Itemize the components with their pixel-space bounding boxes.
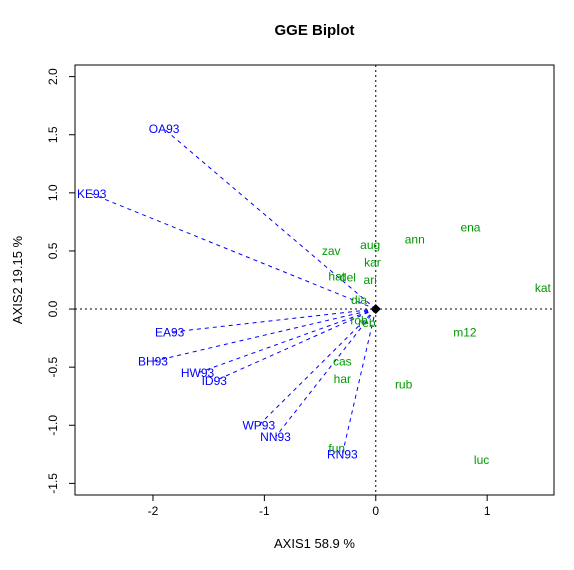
env-label: NN93 — [260, 430, 291, 444]
ytick-label: 0.5 — [46, 242, 60, 259]
chart-title: GGE Biplot — [275, 22, 355, 39]
ytick-label: 1.0 — [46, 184, 60, 201]
gen-label: har — [334, 372, 351, 386]
gen-label: cas — [333, 354, 352, 368]
origin-marker — [371, 304, 381, 314]
plot-border — [75, 65, 554, 495]
env-vector — [170, 309, 376, 332]
ytick-label: 2.0 — [46, 68, 60, 85]
gen-label: aug — [360, 238, 380, 252]
env-label: OA93 — [149, 122, 180, 136]
gen-label: zav — [322, 244, 341, 258]
gen-label: ann — [405, 232, 425, 246]
env-label: EA93 — [155, 325, 185, 339]
gen-label: luc — [474, 453, 489, 467]
ytick-label: -1.5 — [46, 473, 60, 494]
ytick-label: -0.5 — [46, 357, 60, 378]
gen-label: kat — [535, 281, 552, 295]
ytick-label: 1.5 — [46, 126, 60, 143]
xtick-label: 0 — [372, 504, 379, 518]
gen-label: dia — [351, 293, 367, 307]
ytick-label: -1.0 — [46, 415, 60, 436]
xtick-label: 1 — [484, 504, 491, 518]
xtick-label: -2 — [148, 504, 159, 518]
gen-label: kar — [364, 256, 381, 270]
y-axis-label: AXIS2 19.15 % — [10, 235, 25, 324]
gen-label: reb — [358, 316, 376, 330]
gen-label: m12 — [453, 325, 477, 339]
xtick-label: -1 — [259, 504, 270, 518]
gen-label: ena — [460, 221, 480, 235]
x-axis-label: AXIS1 58.9 % — [274, 536, 355, 551]
env-label: KE93 — [77, 187, 107, 201]
ytick-label: 0.0 — [46, 300, 60, 317]
env-label: BH93 — [138, 354, 168, 368]
gen-label: del — [340, 271, 356, 285]
gen-label: rub — [395, 378, 413, 392]
gen-label: fun — [328, 442, 345, 456]
env-label: ID93 — [202, 374, 228, 388]
gen-label: ari — [364, 273, 377, 287]
